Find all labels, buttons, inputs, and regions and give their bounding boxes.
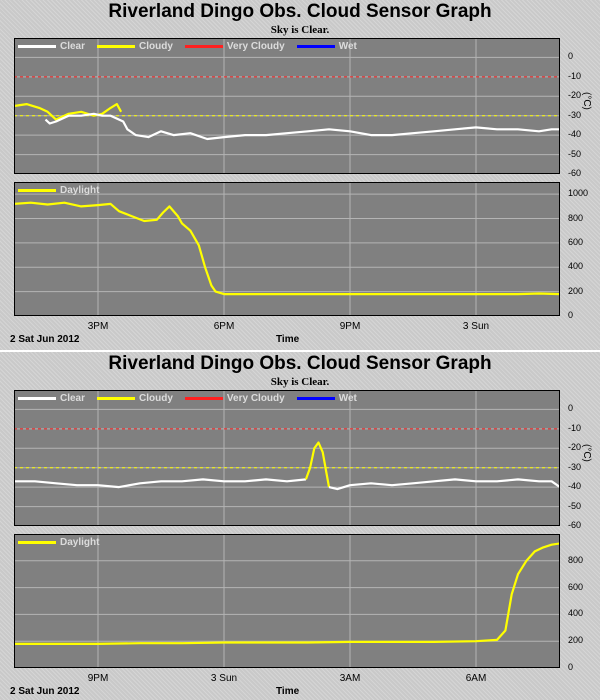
y-tick-label: 0 <box>568 403 574 414</box>
y-tick-label: 200 <box>568 285 584 296</box>
sky-temperature-svg <box>14 38 560 174</box>
clear-swatch <box>18 397 56 400</box>
plot-frame <box>14 390 560 526</box>
plot-frame <box>14 534 560 668</box>
y-tick-label: 200 <box>568 635 584 646</box>
sky-legend: Clear Cloudy Very Cloudy Wet <box>18 393 357 404</box>
y-tick-label: -30 <box>568 109 582 120</box>
y-tick-label: 800 <box>568 554 584 565</box>
y-tick-label: 600 <box>568 236 584 247</box>
x-tick-label: 3 Sun <box>462 321 490 332</box>
series-line-daylight <box>14 201 560 296</box>
y-tick-label: -30 <box>568 461 582 472</box>
y-tick-label: 0 <box>568 51 574 62</box>
sky-unit-label: (°C) <box>581 92 592 110</box>
x-tick-label: 3AM <box>339 673 361 684</box>
plot-background <box>14 534 560 668</box>
date-label: 2 Sat Jun 2012 <box>10 334 80 345</box>
x-tick-label: 3PM <box>87 321 109 332</box>
legend-cloudy: Cloudy <box>139 41 173 52</box>
series-line-clear <box>14 478 307 489</box>
chart-title: Riverland Dingo Obs. Cloud Sensor Graph <box>108 353 492 374</box>
chart-title: Riverland Dingo Obs. Cloud Sensor Graph <box>108 1 492 22</box>
y-tick-label: 600 <box>568 581 584 592</box>
y-tick-label: 0 <box>568 662 574 672</box>
x-axis-title: Time <box>276 686 300 697</box>
legend-cloudy: Cloudy <box>139 393 173 404</box>
daylight-swatch <box>18 189 56 192</box>
sky-status: Sky is Clear. <box>270 24 330 36</box>
series-line-clear <box>328 478 560 491</box>
y-tick-label: 1000 <box>568 188 589 199</box>
daylight-plot: Daylight 0 200 400 600 800 <box>14 534 583 672</box>
plot-background <box>14 38 560 174</box>
cloud-sensor-panel: Riverland Dingo Obs. Cloud Sensor Graph … <box>0 350 600 700</box>
legend-very-cloudy: Very Cloudy <box>226 41 285 52</box>
y-tick-label: -10 <box>568 70 582 81</box>
sky-unit-label: (°C) <box>581 444 592 462</box>
y-tick-label: -50 <box>568 500 582 511</box>
x-tick-label: 6AM <box>465 673 487 684</box>
very-cloudy-swatch <box>184 397 223 400</box>
legend-very-cloudy: Very Cloudy <box>226 393 285 404</box>
series-line-cloudy <box>304 441 331 488</box>
y-tick-label: 400 <box>568 608 584 619</box>
legend-clear: Clear <box>60 41 86 52</box>
clear-swatch <box>18 45 56 48</box>
wet-swatch <box>296 397 335 400</box>
y-tick-label: 800 <box>568 212 584 223</box>
x-tick-label: 9PM <box>339 321 361 332</box>
plot-frame <box>14 38 560 174</box>
sky-status: Sky is Clear. <box>270 376 330 388</box>
date-label: 2 Sat Jun 2012 <box>10 686 80 697</box>
y-tick-label: -40 <box>568 129 582 140</box>
x-axis-title: Time <box>276 334 300 345</box>
series-line-cloudy <box>14 102 123 121</box>
daylight-legend: Daylight <box>18 185 99 196</box>
y-tick-label: -60 <box>568 520 582 530</box>
daylight-legend: Daylight <box>18 537 99 548</box>
daylight-plot: Daylight 0 200 400 600 800 1000 <box>14 182 588 320</box>
y-tick-label: -50 <box>568 148 582 159</box>
y-tick-label: -60 <box>568 168 582 178</box>
plot-background <box>14 390 560 526</box>
plot-background <box>14 182 560 316</box>
cloudy-swatch <box>97 45 136 48</box>
y-tick-label: -20 <box>568 90 582 101</box>
sky-temperature-svg <box>14 390 560 526</box>
very-cloudy-swatch <box>184 45 223 48</box>
y-tick-label: 400 <box>568 261 584 272</box>
x-tick-label: 9PM <box>87 673 109 684</box>
legend-daylight: Daylight <box>60 537 100 548</box>
y-tick-label: 0 <box>568 310 574 320</box>
cloud-sensor-panel: Riverland Dingo Obs. Cloud Sensor Graph … <box>10 1 592 345</box>
legend-wet: Wet <box>338 393 357 404</box>
y-tick-label: -40 <box>568 481 582 492</box>
series-line-clear <box>44 112 560 141</box>
legend-wet: Wet <box>338 41 357 52</box>
wet-swatch <box>296 45 335 48</box>
sky-legend: Clear Cloudy Very Cloudy Wet <box>18 41 357 52</box>
cloudy-swatch <box>97 397 136 400</box>
sky-temperature-plot: Clear Cloudy Very Cloudy Wet 0 -10 -20 -30 -… <box>14 390 581 530</box>
daylight-svg <box>14 534 560 668</box>
x-tick-label: 3 Sun <box>210 673 238 684</box>
legend-clear: Clear <box>60 393 86 404</box>
daylight-swatch <box>18 541 56 544</box>
x-tick-label: 6PM <box>213 321 235 332</box>
sky-temperature-plot: Clear Cloudy Very Cloudy Wet 0 -10 -20 -30 -… <box>14 38 581 178</box>
legend-daylight: Daylight <box>60 185 100 196</box>
plot-frame <box>14 182 560 316</box>
y-tick-label: -20 <box>568 442 582 453</box>
y-tick-label: -10 <box>568 422 582 433</box>
series-line-daylight <box>14 542 560 646</box>
daylight-svg <box>14 182 560 316</box>
